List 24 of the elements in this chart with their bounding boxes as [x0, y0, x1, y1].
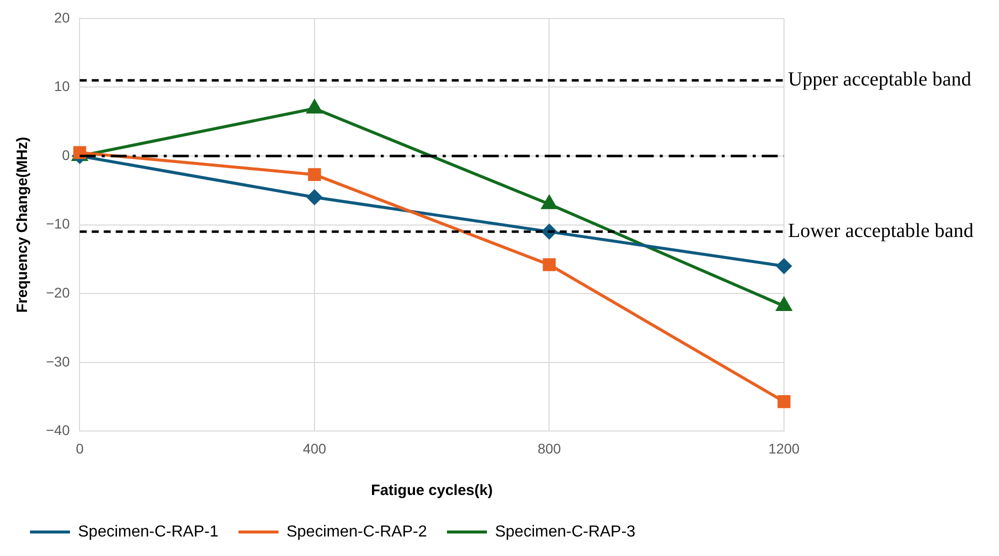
- x-tick-label: 800: [538, 440, 562, 456]
- y-tick-label: 10: [54, 78, 70, 94]
- y-tick-label: −30: [46, 353, 70, 370]
- y-tick-label: −40: [46, 422, 70, 438]
- point: [308, 168, 321, 182]
- point: [778, 395, 790, 408]
- point: [542, 258, 556, 272]
- y-tick-label: −10: [46, 216, 70, 232]
- point: [307, 190, 322, 205]
- x-tick-label: 1200: [768, 440, 800, 456]
- legend-label: Specimen-C-RAP-2: [286, 523, 428, 540]
- y-tick-label: 20: [54, 9, 70, 26]
- x-tick-label: 400: [302, 440, 326, 456]
- ref-line-label: Upper acceptable band: [788, 68, 972, 91]
- x-axis-title: Fatigue cycles(k): [371, 482, 493, 500]
- point: [306, 100, 322, 114]
- y-tick-label: 0: [62, 146, 70, 163]
- legend-label: Specimen-C-RAP-3: [494, 523, 636, 540]
- legend-label: Specimen-C-RAP-1: [78, 523, 219, 540]
- y-axis-title: Frequency Change(MHz): [14, 136, 32, 313]
- x-tick-label: 0: [76, 440, 84, 456]
- ref-line-label: Lower acceptable band: [788, 220, 974, 242]
- y-tick-label: −20: [46, 284, 70, 300]
- point: [776, 258, 792, 274]
